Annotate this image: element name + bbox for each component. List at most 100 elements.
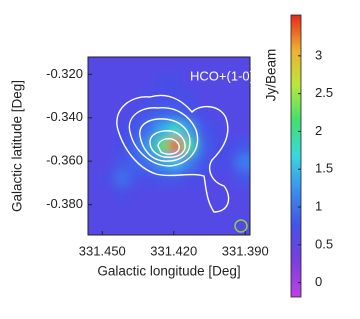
cell <box>142 105 157 123</box>
cell <box>155 202 170 220</box>
colorbar-tick-label: 2.5 <box>315 85 333 100</box>
x-tick-label: 331.390 <box>222 243 269 258</box>
cell <box>101 154 116 171</box>
beam <box>234 219 248 233</box>
cell <box>169 73 184 90</box>
y-tick-label: -0.340 <box>46 109 83 124</box>
cell <box>101 186 116 204</box>
cell <box>88 73 103 90</box>
colorbar-tick-label: 2 <box>315 123 322 138</box>
cell <box>155 121 170 139</box>
cell <box>155 218 170 235</box>
cell <box>182 202 197 220</box>
cell <box>101 89 116 107</box>
cell <box>115 170 130 188</box>
colorbar-tick-label: 0.5 <box>315 236 333 251</box>
cell <box>142 154 157 171</box>
cell <box>115 105 130 123</box>
cell <box>223 154 238 171</box>
cell <box>115 137 130 155</box>
cell <box>115 89 130 107</box>
cell <box>236 137 250 155</box>
colorbar-tick-label: 0 <box>315 274 322 289</box>
cell <box>101 170 116 188</box>
colorbar-tick-label: 1.5 <box>315 161 333 176</box>
cell <box>182 186 197 204</box>
cell <box>88 202 103 220</box>
cell <box>128 73 143 90</box>
cell <box>142 186 157 204</box>
contour <box>116 94 230 213</box>
cell <box>182 73 197 90</box>
cell <box>223 89 238 107</box>
cell <box>155 186 170 204</box>
cell <box>128 218 143 235</box>
cell <box>88 137 103 155</box>
colorbar <box>290 14 302 298</box>
contour <box>157 138 180 155</box>
cell <box>155 154 170 171</box>
cell <box>142 218 157 235</box>
cell <box>236 57 250 74</box>
cell <box>196 170 211 188</box>
cell <box>128 170 143 188</box>
cell <box>88 121 103 139</box>
cell <box>182 105 197 123</box>
cell <box>223 73 238 90</box>
cell <box>209 57 224 74</box>
cell <box>115 73 130 90</box>
y-tick-label: -0.320 <box>46 66 83 81</box>
cell <box>101 105 116 123</box>
cell <box>223 186 238 204</box>
cell <box>142 57 157 74</box>
y-axis-label: Galactic latitude [Deg] <box>10 80 25 212</box>
cell <box>223 57 238 74</box>
cell <box>128 186 143 204</box>
cell <box>196 218 211 235</box>
cell <box>169 137 184 155</box>
colorbar-tick-label: 1 <box>315 198 322 213</box>
cell <box>88 57 103 74</box>
cell <box>88 89 103 107</box>
cell <box>236 170 250 188</box>
x-tick-label: 331.450 <box>79 243 126 258</box>
cell <box>209 154 224 171</box>
cell <box>128 154 143 171</box>
cell <box>236 186 250 204</box>
contour <box>149 130 186 158</box>
cell <box>209 121 224 139</box>
cell <box>115 202 130 220</box>
cell <box>182 154 197 171</box>
cell <box>115 218 130 235</box>
cell <box>115 121 130 139</box>
cell <box>236 202 250 220</box>
cell <box>182 170 197 188</box>
cell <box>169 218 184 235</box>
cell <box>196 154 211 171</box>
cell <box>223 121 238 139</box>
image <box>88 57 250 235</box>
cell <box>209 137 224 155</box>
cell <box>169 186 184 204</box>
cell <box>209 186 224 204</box>
cell <box>88 154 103 171</box>
cell <box>142 73 157 90</box>
contour <box>139 118 191 162</box>
cell <box>128 121 143 139</box>
cell <box>128 202 143 220</box>
cell <box>155 170 170 188</box>
cell <box>142 202 157 220</box>
cell <box>101 202 116 220</box>
cell <box>196 186 211 204</box>
plot-frame <box>87 56 251 236</box>
colorbar-tick-label: 3 <box>315 47 322 62</box>
cell <box>209 218 224 235</box>
cell <box>169 57 184 74</box>
x-tick-label: 331.420 <box>150 243 197 258</box>
cell <box>196 202 211 220</box>
cell <box>182 89 197 107</box>
cell <box>209 89 224 107</box>
cell <box>169 170 184 188</box>
cell <box>101 218 116 235</box>
